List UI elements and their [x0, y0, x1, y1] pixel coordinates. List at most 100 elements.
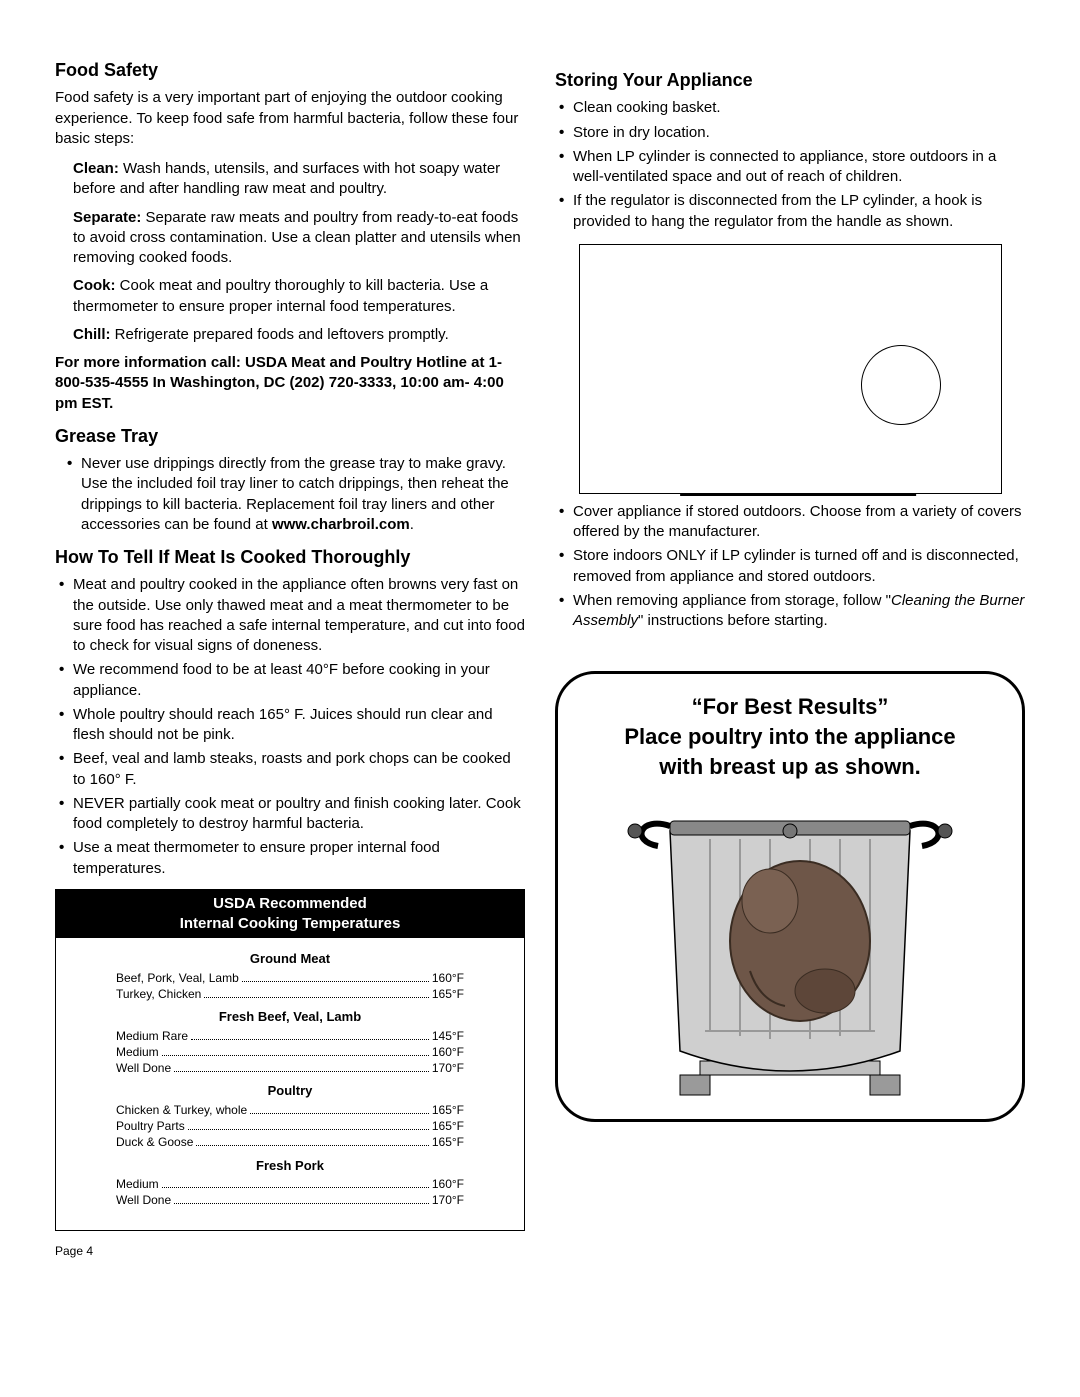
food-safety-intro: Food safety is a very important part of … — [55, 88, 525, 149]
list-item: When LP cylinder is connected to applian… — [555, 147, 1025, 188]
usda-temp: 170°F — [432, 1060, 464, 1076]
usda-cat-beef: Fresh Beef, Veal, Lamb — [116, 1008, 464, 1026]
grease-tray-text-suffix: . — [410, 516, 414, 533]
dots — [174, 1071, 429, 1072]
usda-row: Medium 160°F — [116, 1176, 464, 1192]
step-clean: Clean: Wash hands, utensils, and surface… — [73, 159, 525, 200]
usda-row: Medium Rare145°F — [116, 1028, 464, 1044]
usda-temp: 160°F — [432, 1176, 464, 1192]
storing-heading: Storing Your Appliance — [555, 68, 1025, 92]
step-separate: Separate: Separate raw meats and poultry… — [73, 208, 525, 269]
usda-temp: 170°F — [432, 1192, 464, 1208]
step-cook-label: Cook: — [73, 277, 116, 294]
step-chill-label: Chill: — [73, 326, 111, 343]
usda-row: Poultry Parts 165°F — [116, 1118, 464, 1134]
list-item: Clean cooking basket. — [555, 98, 1025, 118]
usda-hotline: For more information call: USDA Meat and… — [55, 353, 525, 414]
usda-label: Turkey, Chicken — [116, 986, 201, 1002]
usda-label: Well Done — [116, 1192, 171, 1208]
usda-temp: 160°F — [432, 1044, 464, 1060]
step-clean-label: Clean: — [73, 160, 119, 177]
callout-line2: Place poultry into the appliance — [576, 722, 1004, 752]
usda-label: Duck & Goose — [116, 1134, 193, 1150]
usda-title2: Internal Cooking Temperatures — [56, 914, 524, 934]
dots — [162, 1055, 429, 1056]
step-clean-text: Wash hands, utensils, and surfaces with … — [73, 160, 500, 197]
usda-temp: 165°F — [432, 1134, 464, 1150]
dots — [162, 1187, 429, 1188]
usda-section: Ground Meat Beef, Pork, Veal, Lamb160°F … — [56, 938, 524, 1210]
diagram-circle-icon — [861, 345, 941, 425]
dots — [196, 1145, 428, 1146]
best-results-callout: “For Best Results” Place poultry into th… — [555, 671, 1025, 1122]
grease-tray-heading: Grease Tray — [55, 424, 525, 448]
usda-label: Medium — [116, 1044, 159, 1060]
step-cook-text: Cook meat and poultry thoroughly to kill… — [73, 277, 488, 314]
dots — [174, 1203, 429, 1204]
list-item: When removing appliance from storage, fo… — [555, 591, 1025, 632]
usda-cat-poultry: Poultry — [116, 1082, 464, 1100]
usda-label: Chicken & Turkey, whole — [116, 1102, 247, 1118]
usda-header: USDA Recommended Internal Cooking Temper… — [56, 890, 524, 939]
storing-list-bottom: Cover appliance if stored outdoors. Choo… — [555, 502, 1025, 632]
dots — [250, 1113, 429, 1114]
storing-list-top: Clean cooking basket. Store in dry locat… — [555, 98, 1025, 232]
regulator-hook-diagram — [579, 244, 1002, 494]
step-separate-label: Separate: — [73, 209, 141, 226]
dots — [242, 981, 429, 982]
dots — [188, 1129, 429, 1130]
usda-title1: USDA Recommended — [56, 894, 524, 914]
usda-temp: 165°F — [432, 986, 464, 1002]
usda-row: Well Done 170°F — [116, 1192, 464, 1208]
usda-row: Well Done 170°F — [116, 1060, 464, 1076]
usda-label: Well Done — [116, 1060, 171, 1076]
list-item: Store in dry location. — [555, 123, 1025, 143]
usda-row: Duck & Goose 165°F — [116, 1134, 464, 1150]
usda-cat-pork: Fresh Pork — [116, 1157, 464, 1175]
diagram-baseline — [681, 494, 917, 496]
food-safety-heading: Food Safety — [55, 58, 525, 82]
right-column: Storing Your Appliance Clean cooking bas… — [555, 50, 1025, 1231]
usda-row: Medium 160°F — [116, 1044, 464, 1060]
dots — [204, 997, 428, 998]
list-item: Cover appliance if stored outdoors. Choo… — [555, 502, 1025, 543]
usda-cat-ground: Ground Meat — [116, 950, 464, 968]
storing-c-post: " instructions before starting. — [638, 612, 828, 629]
list-item: If the regulator is disconnected from th… — [555, 191, 1025, 232]
usda-row: Turkey, Chicken 165°F — [116, 986, 464, 1002]
left-column: Food Safety Food safety is a very import… — [55, 50, 525, 1231]
usda-row: Chicken & Turkey, whole 165°F — [116, 1102, 464, 1118]
callout-line3: with breast up as shown. — [576, 752, 1004, 782]
usda-label: Medium — [116, 1176, 159, 1192]
step-cook: Cook: Cook meat and poultry thoroughly t… — [73, 276, 525, 317]
grease-tray-link: www.charbroil.com — [272, 516, 410, 533]
usda-label: Medium Rare — [116, 1028, 188, 1044]
usda-row: Beef, Pork, Veal, Lamb 160°F — [116, 970, 464, 986]
usda-label: Poultry Parts — [116, 1118, 185, 1134]
list-item: Meat and poultry cooked in the appliance… — [55, 575, 525, 656]
list-item: Use a meat thermometer to ensure proper … — [55, 838, 525, 879]
usda-box: USDA Recommended Internal Cooking Temper… — [55, 889, 525, 1232]
cooked-heading: How To Tell If Meat Is Cooked Thoroughly — [55, 545, 525, 569]
storing-heading-text: Storing Your Appliance — [555, 70, 753, 90]
cooked-list: Meat and poultry cooked in the appliance… — [55, 575, 525, 879]
appliance-illustration-icon — [610, 791, 970, 1101]
usda-temp: 165°F — [432, 1102, 464, 1118]
storing-c-pre: When removing appliance from storage, fo… — [573, 592, 891, 609]
grease-tray-list: Never use drippings directly from the gr… — [55, 454, 525, 535]
list-item: Store indoors ONLY if LP cylinder is tur… — [555, 546, 1025, 587]
step-chill-text: Refrigerate prepared foods and leftovers… — [111, 326, 449, 343]
list-item: Whole poultry should reach 165° F. Juice… — [55, 705, 525, 746]
list-item: We recommend food to be at least 40°F be… — [55, 660, 525, 701]
page-number: Page 4 — [55, 1243, 1025, 1259]
usda-label: Beef, Pork, Veal, Lamb — [116, 970, 239, 986]
callout-title: “For Best Results” Place poultry into th… — [576, 692, 1004, 781]
list-item: Beef, veal and lamb steaks, roasts and p… — [55, 749, 525, 790]
usda-temp: 165°F — [432, 1118, 464, 1134]
step-chill: Chill: Refrigerate prepared foods and le… — [73, 325, 525, 345]
step-separate-text: Separate raw meats and poultry from read… — [73, 209, 521, 267]
callout-line1: “For Best Results” — [576, 692, 1004, 722]
list-item: NEVER partially cook meat or poultry and… — [55, 794, 525, 835]
usda-temp: 160°F — [432, 970, 464, 986]
dots — [191, 1039, 429, 1040]
